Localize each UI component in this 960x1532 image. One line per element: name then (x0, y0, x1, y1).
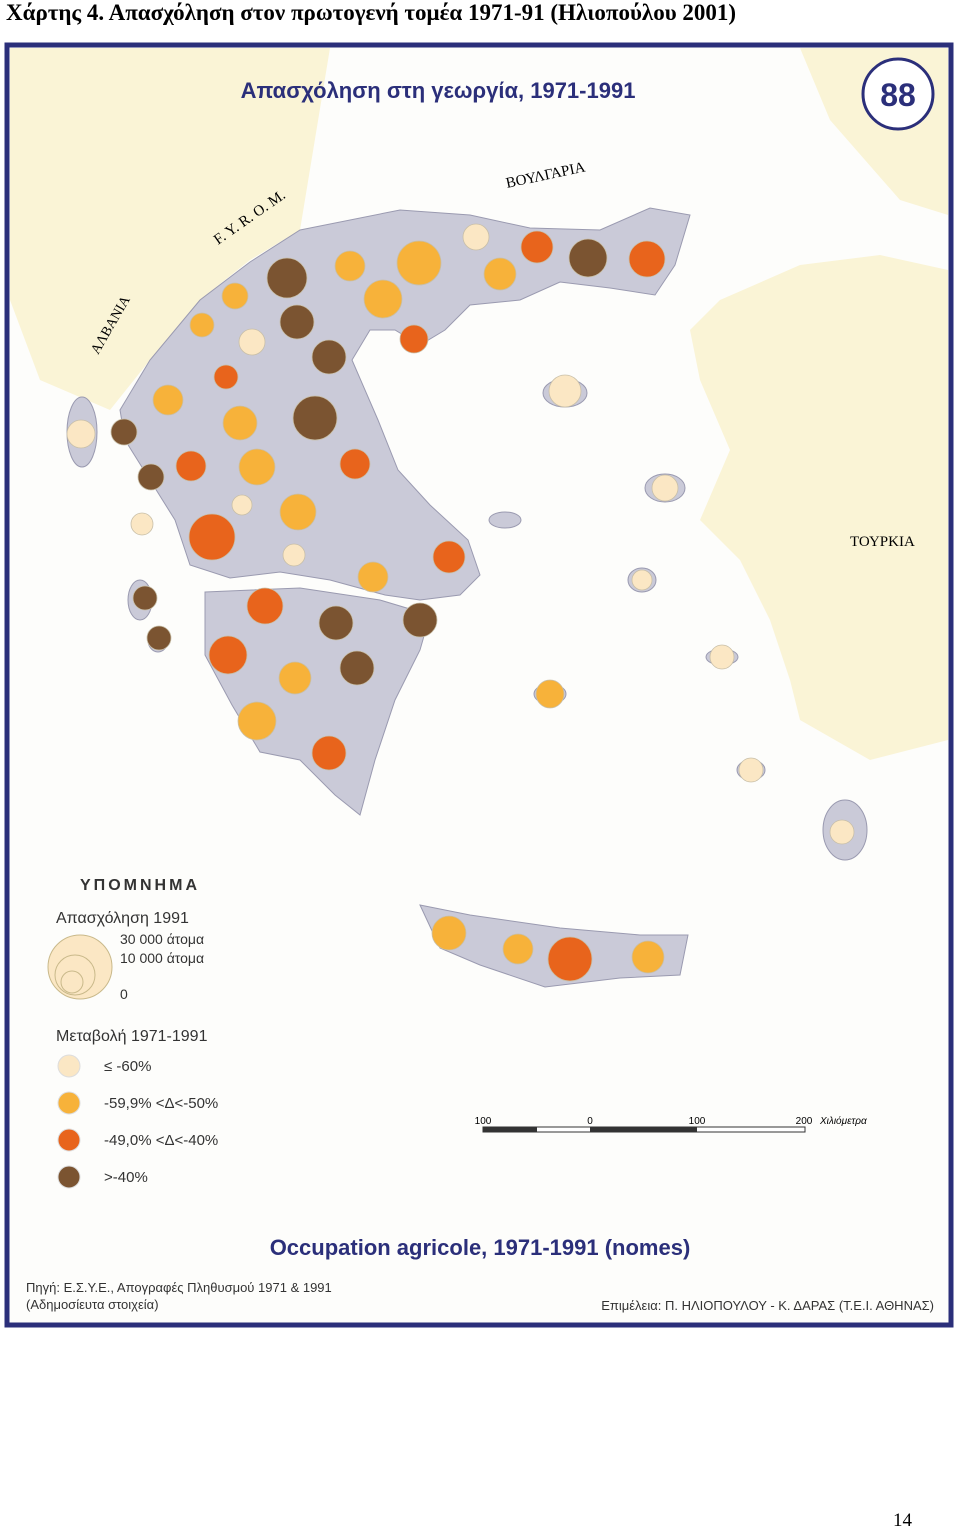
scale-tick: 100 (475, 1116, 492, 1127)
nome-circle (110, 418, 138, 446)
nome-circle (709, 644, 735, 670)
land (10, 48, 948, 760)
nome-circle (568, 238, 608, 278)
size-label: 30 000 άτομα (120, 931, 204, 947)
source: (Αδημοσίευτα στοιχεία) (26, 1297, 159, 1312)
scale-tick: 0 (587, 1116, 593, 1127)
nome-circle (132, 585, 158, 611)
nome-circle (311, 339, 347, 375)
source: Πηγή: Ε.Σ.Υ.Ε., Απογραφές Πληθυσμού 1971… (26, 1280, 332, 1295)
nome-circle (175, 450, 207, 482)
nome-circle (402, 602, 438, 638)
size-symbol (47, 934, 113, 1000)
nome-circle (279, 493, 317, 531)
nome-circle (631, 569, 653, 591)
credit: Επιμέλεια: Π. ΗΛΙΟΠΟΥΛΟΥ - Κ. ΔΑΡΑΣ (Τ.Ε… (601, 1298, 934, 1313)
nome-circle (282, 543, 306, 567)
nome-circle (628, 240, 666, 278)
country-label: ΤΟΥΡΚΙΑ (850, 534, 915, 550)
nome-circle (188, 513, 236, 561)
nome-circle (238, 328, 266, 356)
nome-circle (152, 384, 184, 416)
nome-circle (738, 757, 764, 783)
nome-circle (266, 257, 308, 299)
legend-change-title: Μεταβολή 1971-1991 (56, 1028, 208, 1045)
scale-unit: Χιλιόμετρα (819, 1115, 867, 1127)
legend-label: -59,9% <Δ<-50% (104, 1095, 218, 1112)
nome-circle (462, 223, 490, 251)
size-symbol (60, 970, 84, 994)
size-symbol (54, 954, 96, 996)
nome-circle (829, 819, 855, 845)
document-title: Χάρτης 4. Απασχόληση στον πρωτογενή τομέ… (6, 0, 737, 25)
scale-bar (482, 1126, 806, 1133)
nome-circle (357, 561, 389, 593)
nome-circle (66, 419, 96, 449)
nome-circle (146, 625, 172, 651)
badge (861, 57, 935, 131)
legend-swatch (57, 1091, 81, 1115)
nome-circle (221, 282, 249, 310)
nome-circle (399, 324, 429, 354)
legend-size-title: Απασχόληση 1991 (56, 910, 189, 927)
nome-circle (396, 240, 442, 286)
nome-circle (363, 279, 403, 319)
nome-circle (631, 940, 665, 974)
scale-tick: 200 (796, 1116, 813, 1127)
nome-circle (130, 512, 154, 536)
nome-circle (431, 915, 467, 951)
nome-circle (651, 474, 679, 502)
nome-circle (292, 395, 338, 441)
legend-label: >-40% (104, 1169, 148, 1186)
nome-circle (213, 364, 239, 390)
nome-circle (483, 257, 517, 291)
legend-label: -49,0% <Δ<-40% (104, 1132, 218, 1149)
legend-swatch (57, 1128, 81, 1152)
map-title: Απασχόληση στη γεωργία, 1971-1991 (241, 78, 636, 103)
nome-circle (548, 374, 582, 408)
nome-circle (502, 933, 534, 965)
nome-circle (208, 635, 248, 675)
nome-circles (66, 223, 855, 982)
nome-circle (535, 679, 565, 709)
nome-circle (231, 494, 253, 516)
nome-circle (279, 304, 315, 340)
nome-circle (334, 250, 366, 282)
nome-circle (237, 701, 277, 741)
legend-heading: ΥΠΟΜΝΗΜΑ (80, 877, 200, 894)
nome-circle (520, 230, 554, 264)
size-label: 10 000 άτομα (120, 950, 204, 966)
nome-circle (547, 936, 593, 982)
legend-label: ≤ -60% (104, 1058, 151, 1075)
legend-classes: ≤ -60% -59,9% <Δ<-50% -49,0% <Δ<-40% >-40% (57, 1054, 218, 1189)
legend-swatch (57, 1165, 81, 1189)
land (10, 48, 330, 410)
peloponnese (204, 587, 431, 816)
nome-circle (339, 650, 375, 686)
nome-circle (432, 540, 466, 574)
nome-circle (246, 587, 284, 625)
page-number: 14 (893, 1510, 912, 1531)
map-subtitle: Occupation agricole, 1971-1991 (nomes) (270, 1235, 691, 1260)
nome-circle (137, 463, 165, 491)
nome-circle (238, 448, 276, 486)
scale-tick: 100 (689, 1116, 706, 1127)
nome-circle (189, 312, 215, 338)
nome-circle (278, 661, 312, 695)
nome-circle (318, 605, 354, 641)
nome-circle (222, 405, 258, 441)
size-label: 0 (120, 986, 128, 1002)
nome-circle (339, 448, 371, 480)
nome-circle (311, 735, 347, 771)
badge-number: 88 (880, 77, 916, 113)
legend-swatch (57, 1054, 81, 1078)
